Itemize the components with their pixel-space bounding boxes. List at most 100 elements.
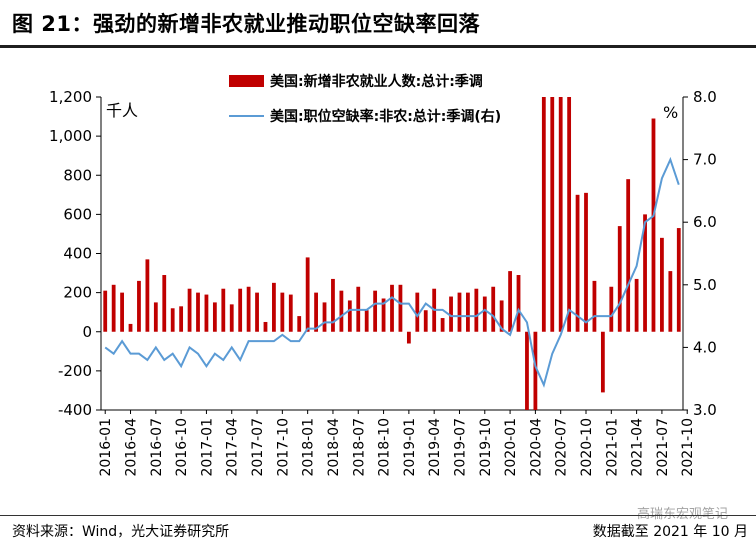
x-tick-label: 2017-01 bbox=[199, 418, 215, 477]
bar bbox=[558, 97, 563, 332]
bar bbox=[297, 316, 302, 332]
x-tick-label: 2018-07 bbox=[351, 418, 367, 477]
left-tick-label: 200 bbox=[63, 284, 92, 302]
bar bbox=[212, 302, 217, 332]
bar bbox=[482, 296, 487, 332]
legend-bar-swatch bbox=[229, 75, 264, 87]
footer-rule bbox=[0, 515, 756, 516]
bar bbox=[440, 318, 445, 332]
bar bbox=[466, 292, 470, 332]
x-tick-label: 2016-01 bbox=[98, 418, 114, 477]
bar bbox=[280, 292, 285, 332]
bar bbox=[541, 97, 546, 332]
bar bbox=[331, 278, 335, 332]
bar bbox=[255, 292, 259, 332]
bar bbox=[322, 302, 327, 332]
bar bbox=[609, 286, 614, 332]
bar bbox=[314, 292, 318, 332]
x-tick-label: 2020-04 bbox=[528, 418, 544, 477]
x-tick-label: 2019-01 bbox=[402, 418, 418, 477]
bar bbox=[516, 275, 521, 332]
legend-line-label: 美国:职位空缺率:非农:总计:季调(右) bbox=[270, 108, 501, 125]
left-tick-label: 1,200 bbox=[49, 88, 92, 106]
bar bbox=[381, 298, 386, 332]
bar bbox=[474, 288, 479, 332]
left-tick-label: 0 bbox=[82, 323, 92, 341]
bar bbox=[272, 282, 276, 332]
left-tick-label: 1,000 bbox=[49, 127, 92, 145]
left-tick-label: 600 bbox=[63, 205, 92, 223]
bar bbox=[204, 294, 209, 332]
bar bbox=[103, 290, 108, 332]
right-tick-label: 6.0 bbox=[693, 213, 717, 231]
bar-series bbox=[103, 97, 681, 410]
x-tick-label: 2017-04 bbox=[225, 418, 241, 477]
right-tick-label: 8.0 bbox=[693, 88, 717, 106]
x-tick-label: 2018-04 bbox=[326, 418, 342, 477]
source-note: 资料来源：Wind，光大证券研究所 bbox=[12, 524, 230, 540]
bar bbox=[634, 278, 639, 332]
bar bbox=[651, 118, 656, 332]
bar bbox=[423, 310, 428, 332]
x-tick-label: 2016-10 bbox=[174, 418, 190, 477]
bar bbox=[145, 259, 150, 332]
bar bbox=[457, 292, 462, 332]
bar bbox=[676, 228, 681, 332]
chart-title: 图 21：强劲的新增非农就业推动职位空缺率回落 bbox=[12, 12, 481, 36]
legend-bar-label: 美国:新增非农就业人数:总计:季调 bbox=[270, 73, 483, 90]
bar bbox=[406, 331, 411, 344]
bar bbox=[508, 271, 512, 332]
bar bbox=[196, 292, 200, 332]
x-tick-label: 2021-04 bbox=[630, 418, 646, 477]
bar bbox=[398, 284, 403, 332]
right-axis-unit: % bbox=[663, 103, 678, 122]
bar bbox=[449, 296, 453, 332]
bar bbox=[246, 286, 251, 332]
x-tick-label: 2021-07 bbox=[655, 418, 671, 477]
right-tick-label: 5.0 bbox=[693, 276, 717, 294]
x-tick-label: 2020-01 bbox=[503, 418, 519, 477]
x-tick-label: 2017-07 bbox=[250, 418, 266, 477]
bar bbox=[137, 280, 141, 332]
bar bbox=[617, 226, 622, 332]
bar bbox=[111, 284, 116, 332]
left-axis: -400 -200 0 200 400 600 800 1,000 1,200 bbox=[49, 88, 101, 419]
bar bbox=[339, 290, 344, 332]
data-cutoff-note: 数据截至 2021 年 10 月 bbox=[592, 524, 748, 540]
watermark: 高瑞东宏观笔记 bbox=[636, 507, 728, 522]
x-tick-label: 2020-07 bbox=[554, 418, 570, 477]
vacancy-rate-line bbox=[104, 156, 680, 388]
right-tick-label: 7.0 bbox=[693, 151, 717, 169]
bar bbox=[305, 257, 310, 332]
right-tick-label: 4.0 bbox=[693, 338, 717, 356]
bar bbox=[120, 292, 124, 332]
bar bbox=[584, 192, 588, 332]
chart-canvas: -400 -200 0 200 400 600 800 1,000 1,200 3.0 4.0 5.… bbox=[49, 73, 717, 477]
bar bbox=[170, 308, 175, 332]
legend: 美国:新增非农就业人数:总计:季调 美国:职位空缺率:非农:总计:季调(右) bbox=[229, 73, 501, 125]
x-tick-label: 2019-04 bbox=[427, 418, 443, 477]
x-tick-label: 2018-01 bbox=[301, 418, 317, 477]
plot-frame bbox=[100, 97, 684, 411]
right-axis: 3.0 4.0 5.0 6.0 7.0 8.0 bbox=[683, 88, 717, 419]
right-tick-label: 3.0 bbox=[693, 401, 717, 419]
title-rule bbox=[0, 45, 756, 48]
left-tick-label: -400 bbox=[58, 401, 92, 419]
bar bbox=[660, 237, 664, 332]
bar bbox=[128, 323, 133, 332]
bar bbox=[491, 286, 496, 332]
x-tick-label: 2017-10 bbox=[275, 418, 291, 477]
bar bbox=[626, 179, 631, 332]
left-tick-label: 800 bbox=[63, 166, 92, 184]
bar bbox=[390, 284, 394, 332]
bar bbox=[499, 300, 504, 332]
bar bbox=[364, 310, 369, 332]
x-tick-label: 2018-10 bbox=[377, 418, 393, 477]
x-tick-label: 2020-10 bbox=[579, 418, 595, 477]
x-tick-label: 2021-01 bbox=[604, 418, 620, 477]
bar bbox=[668, 271, 673, 332]
left-tick-label: -200 bbox=[58, 362, 92, 380]
bar bbox=[347, 300, 352, 332]
bar bbox=[238, 288, 243, 332]
bar bbox=[179, 306, 184, 332]
